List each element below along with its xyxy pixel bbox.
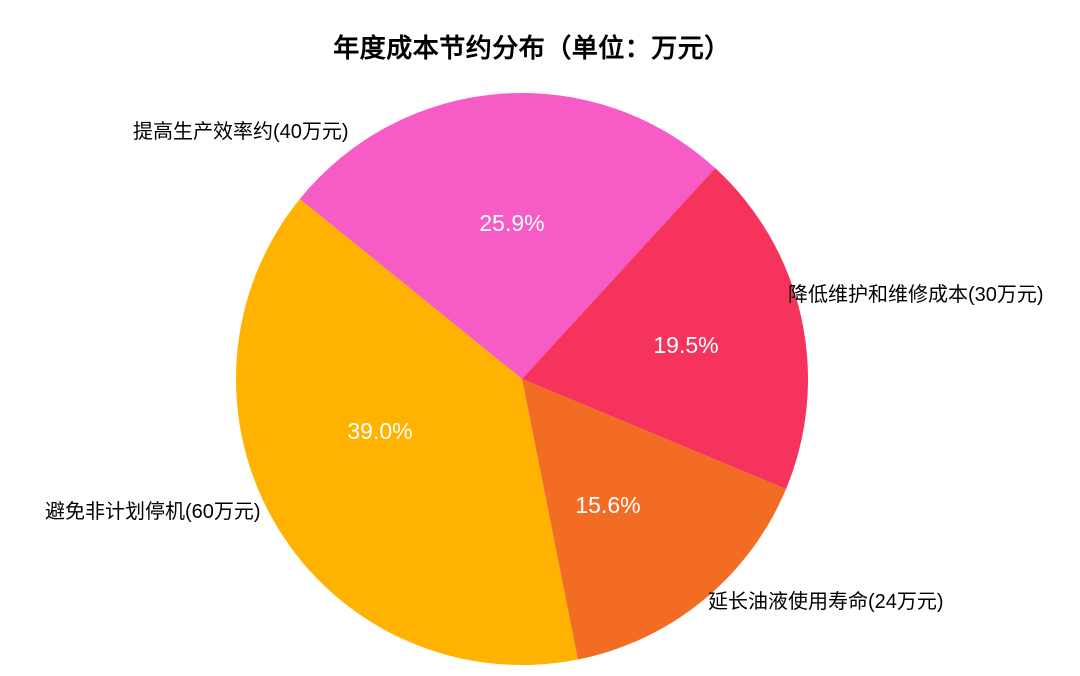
pie-slice-4	[235, 199, 578, 666]
slice-label-3: 延长油液使用寿命(24万元)	[708, 591, 944, 613]
chart-title: 年度成本节约分布（单位：万元）	[333, 33, 731, 63]
slice-label-1: 提高生产效率约(40万元)	[133, 121, 349, 143]
pie-slice-3	[522, 379, 786, 660]
slice-label-4: 避免非计划停机(60万元)	[45, 501, 261, 523]
pie-slice-1	[299, 93, 716, 379]
pct-label-1: 25.9%	[479, 210, 544, 236]
pct-label-2: 19.5%	[653, 332, 718, 358]
slice-label-2: 降低维护和维修成本(30万元)	[788, 284, 1044, 306]
pct-label-3: 15.6%	[575, 492, 640, 518]
pct-label-4: 39.0%	[347, 418, 412, 444]
pie-slice-2	[522, 168, 809, 490]
